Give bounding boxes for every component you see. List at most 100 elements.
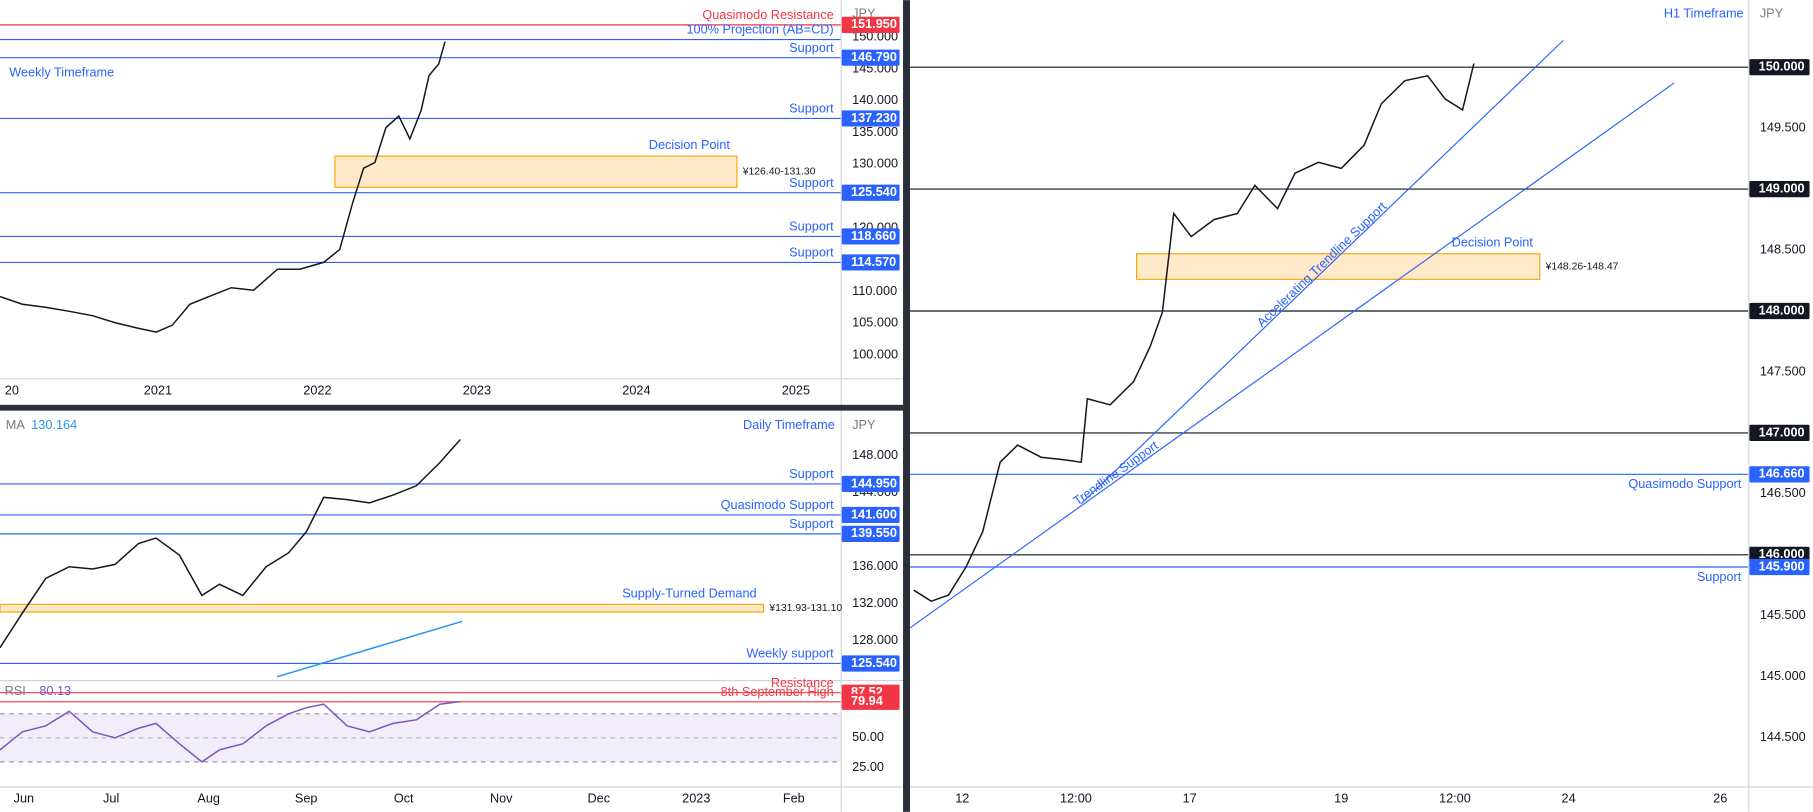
price-box: [841, 693, 900, 710]
price-box: [841, 254, 900, 271]
unit-label: JPY: [1760, 5, 1784, 20]
panel-title: Weekly Timeframe: [9, 64, 114, 79]
price-box: [1749, 546, 1810, 563]
x-tick-label: 2022: [303, 382, 331, 397]
zone-label: Decision Point: [649, 137, 731, 152]
x-tick-label: 12:00: [1060, 790, 1092, 805]
price-box-label: 114.570: [851, 254, 896, 269]
y-tick-label: 144.500: [1760, 729, 1806, 744]
x-tick-label: 2025: [782, 382, 810, 397]
level-label: Resistance: [771, 675, 834, 690]
x-tick-label: 24: [1562, 790, 1576, 805]
unit-label: JPY: [852, 417, 876, 432]
price-box-label: 79.94: [851, 693, 883, 708]
level-label: 8th September High: [721, 684, 834, 699]
price-box-label: 141.600: [851, 506, 897, 521]
x-tick-label: 19: [1334, 790, 1348, 805]
trendline: [1080, 39, 1564, 505]
price-box-label: 137.230: [851, 110, 897, 125]
zone: [1136, 253, 1541, 280]
level-label: Support: [789, 516, 834, 531]
x-tick-label: 12:00: [1439, 790, 1471, 805]
unit-label: JPY: [852, 5, 876, 20]
y-tick-label: 148.000: [852, 447, 898, 462]
price-box: [841, 506, 900, 524]
panel-title: H1 Timeframe: [1664, 5, 1744, 20]
price-box: [841, 228, 900, 245]
y-tick-label: 145.500: [1760, 607, 1806, 622]
price-box-label: 146.660: [1759, 466, 1805, 481]
y-tick-label: 145.000: [1760, 668, 1806, 683]
zone: [0, 603, 765, 613]
zone-range: ¥126.40-131.30: [742, 166, 816, 177]
price-box-label: 148.000: [1759, 302, 1805, 317]
plot-area: [0, 439, 841, 678]
price-box: [841, 655, 900, 672]
plot-area: [0, 24, 841, 333]
x-tick-label: 2023: [682, 790, 710, 805]
price-box: [1749, 424, 1810, 441]
x-tick-label: 17: [1183, 790, 1197, 805]
y-tick-label: 146.500: [1760, 485, 1806, 500]
level-label: Support: [789, 219, 834, 234]
plot-area: [909, 39, 1749, 629]
y-tick-label: 105.000: [852, 315, 898, 330]
zone-label: Supply-Turned Demand: [622, 585, 756, 600]
price-box-label: 146.790: [851, 49, 897, 64]
x-tick-label: 2023: [463, 382, 491, 397]
x-tick-label: 2021: [144, 382, 172, 397]
price-box-label: 151.950: [851, 16, 897, 31]
price-box-label: 139.550: [851, 525, 897, 540]
level-label: Quasimodo Support: [1628, 476, 1741, 491]
level-label: Quasimodo Resistance: [702, 7, 833, 22]
legend-value: 130.164: [31, 417, 77, 432]
legend-name: RSI: [5, 683, 26, 698]
level-label: Support: [789, 175, 834, 190]
price-box: [841, 49, 900, 66]
y-tick-label: 149.500: [1760, 120, 1806, 135]
price-box: [1749, 466, 1810, 483]
x-tick-label: 2024: [622, 382, 650, 397]
price-box-label: 118.660: [851, 228, 896, 243]
y-tick-label: 140.000: [852, 92, 898, 107]
y-tick-label: 147.500: [1760, 363, 1806, 378]
y-tick-label: 148.500: [1760, 241, 1806, 256]
y-tick-label: 132.000: [852, 595, 898, 610]
x-tick-label: 20: [5, 382, 19, 397]
zone-range: ¥131.93-131.10: [768, 603, 842, 614]
legend-name: MA: [6, 417, 26, 432]
x-tick-label: Feb: [783, 790, 805, 805]
legend-value: 80.13: [39, 683, 71, 698]
price-line: [0, 41, 446, 333]
x-tick-label: 12: [955, 790, 969, 805]
level-label: Weekly support: [746, 646, 834, 661]
x-tick-label: Sep: [295, 790, 318, 805]
price-box: [841, 184, 900, 201]
y-tick-label: 135.000: [852, 124, 898, 139]
x-tick-label: Jun: [14, 790, 34, 805]
y-tick-label: 25.00: [852, 759, 884, 774]
level-label: 100% Projection (AB=CD): [686, 22, 833, 37]
price-box: [1749, 59, 1810, 76]
price-box-label: 125.540: [851, 655, 897, 670]
price-box: [841, 525, 900, 542]
y-tick-label: 100.000: [852, 346, 898, 361]
panel-divider: [0, 404, 904, 411]
zone-label: Decision Point: [1452, 235, 1534, 250]
zone-range: ¥148.26-148.47: [1545, 261, 1619, 272]
x-tick-label: Jul: [103, 790, 119, 805]
price-box-label: 144.950: [851, 475, 897, 490]
price-box-label: 150.000: [1759, 59, 1805, 74]
panel-title: Daily Timeframe: [743, 417, 835, 432]
price-box: [841, 110, 900, 127]
x-tick-label: 26: [1713, 790, 1727, 805]
level-label: Support: [1697, 569, 1742, 584]
price-box-label: 149.000: [1759, 180, 1805, 195]
price-box: [841, 475, 900, 493]
x-tick-label: Aug: [197, 790, 220, 805]
panel-divider: [903, 0, 910, 812]
trendline: [909, 82, 1675, 629]
y-tick-label: 50.00: [852, 729, 884, 744]
